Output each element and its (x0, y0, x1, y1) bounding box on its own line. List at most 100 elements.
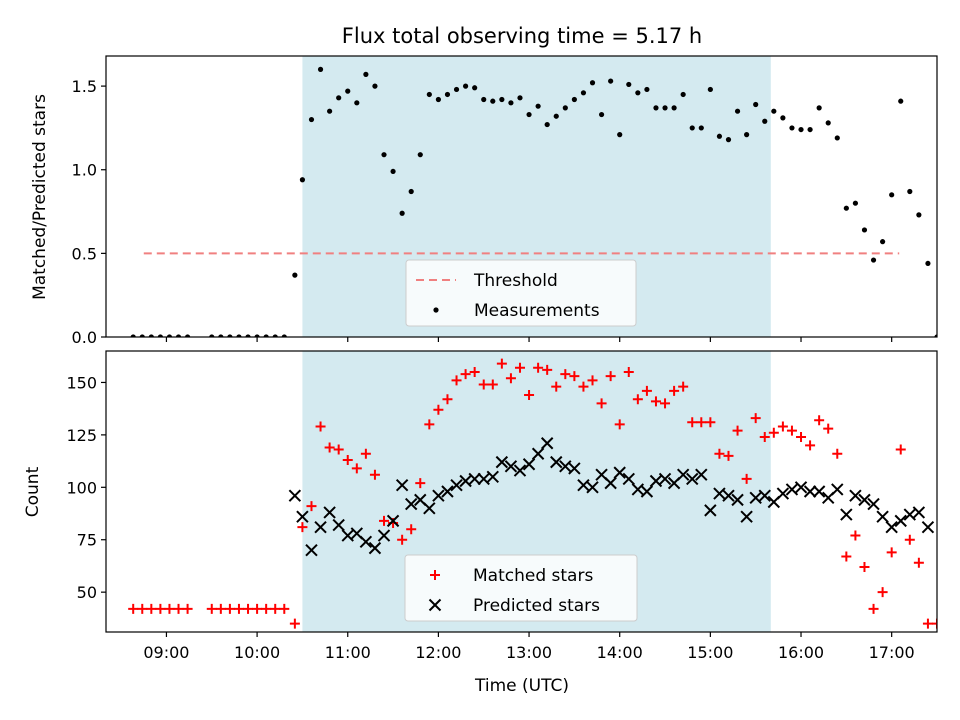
top-plot-area: 0.0 0.5 1.0 1.5 Threshold Measurements (72, 55, 938, 347)
predicted-star-point (785, 483, 799, 496)
plot-content (130, 56, 937, 337)
matched-star-point (297, 522, 308, 533)
matched-star-point (252, 603, 263, 614)
predicted-star-point (921, 520, 935, 534)
measurement-point (671, 105, 677, 111)
measurement-point (934, 334, 937, 337)
measurement-point (372, 83, 378, 89)
measurement-point (444, 91, 451, 98)
predicted-star-point (305, 544, 318, 557)
predicted-star-point (912, 506, 926, 519)
matched-star-point (678, 381, 689, 392)
predicted-star-point (459, 474, 472, 488)
legend-matched-swatch (430, 570, 440, 580)
predicted-star-point (812, 485, 826, 498)
predicted-star-point (296, 510, 309, 523)
measurement-point (354, 100, 360, 106)
matched-star-point (696, 417, 707, 428)
predicted-star-point (885, 520, 898, 534)
measurement-point (780, 115, 786, 121)
matched-star-point (182, 603, 193, 614)
measurement-point (852, 200, 859, 206)
measurement-point (644, 86, 650, 93)
matched-star-point (641, 385, 652, 396)
matched-star-point (360, 448, 371, 459)
matched-star-point (723, 450, 734, 461)
legend-label: Threshold (473, 271, 558, 291)
x-axis-label: Time (UTC) (474, 676, 569, 696)
series-measurements (130, 66, 937, 337)
measurement-point (245, 334, 251, 337)
predicted-star-point (568, 462, 581, 475)
y-tick-label: 0.5 (72, 244, 97, 263)
measurement-point (907, 188, 913, 195)
y-tick-label: 1.0 (72, 161, 97, 180)
legend-measurement-swatch (433, 307, 439, 313)
predicted-star-point (423, 502, 436, 515)
measurement-point (807, 126, 813, 133)
matched-star-point (342, 455, 353, 466)
measurement-point (317, 66, 324, 72)
matched-star-point (415, 478, 426, 489)
matched-star-point (505, 373, 516, 384)
matched-star-point (397, 534, 408, 545)
measurement-point (861, 227, 868, 233)
predicted-star-point (288, 489, 302, 502)
legend-label: Matched stars (473, 566, 593, 586)
measurement-point (508, 100, 514, 106)
matched-star-point (270, 603, 281, 614)
matched-star-point (451, 375, 462, 386)
predicted-star-point (577, 479, 590, 492)
measurement-point (571, 96, 577, 103)
legend-predicted-swatch (428, 598, 442, 612)
measurement-point (292, 272, 298, 278)
matched-star-point (243, 603, 254, 614)
matched-star-point (333, 444, 344, 455)
matched-star-point (904, 534, 915, 545)
x-tick-label: 14:00 (597, 643, 643, 662)
matched-star-point (146, 603, 157, 614)
measurement-point (626, 81, 632, 88)
measurement-point (734, 108, 741, 114)
matched-star-point (442, 394, 453, 405)
measurement-point (544, 121, 550, 128)
matched-star-point (369, 469, 380, 480)
measurement-point (345, 88, 351, 94)
matched-star-point (596, 398, 607, 409)
measurement-point (462, 83, 469, 89)
measurement-point (308, 116, 315, 123)
measurement-point (562, 105, 568, 111)
predicted-star-point (531, 447, 545, 460)
measurement-point (798, 126, 804, 133)
predicted-star-point (613, 466, 626, 479)
measurement-point (816, 105, 822, 111)
measurement-point (336, 95, 342, 101)
legend-box (404, 554, 638, 622)
x-tick-label: 16:00 (778, 643, 824, 662)
matched-star-point (379, 515, 390, 526)
predicted-star-point (323, 506, 336, 519)
matched-star-point (137, 603, 148, 614)
matched-star-point (578, 381, 589, 392)
measurement-point (535, 103, 541, 109)
measurement-point (390, 168, 396, 175)
predicted-star-point (432, 489, 445, 502)
x-tick-label: 10:00 (234, 643, 280, 662)
measurement-point (148, 334, 154, 337)
matched-star-point (128, 603, 139, 614)
predicted-star-point (894, 514, 907, 528)
predicted-star-point (849, 489, 862, 502)
measurement-point (589, 80, 596, 86)
measurement-point (880, 239, 886, 245)
predicted-star-point (749, 491, 762, 504)
measurement-point (834, 135, 840, 141)
measurement-point (517, 95, 523, 101)
measurement-point (771, 108, 777, 114)
matched-star-point (569, 371, 580, 382)
matched-star-point (496, 358, 507, 369)
matched-star-point (351, 463, 362, 474)
predicted-star-point (540, 437, 554, 450)
measurement-point (889, 192, 895, 198)
legend-box (405, 259, 637, 327)
legend-label: Predicted stars (473, 596, 600, 616)
